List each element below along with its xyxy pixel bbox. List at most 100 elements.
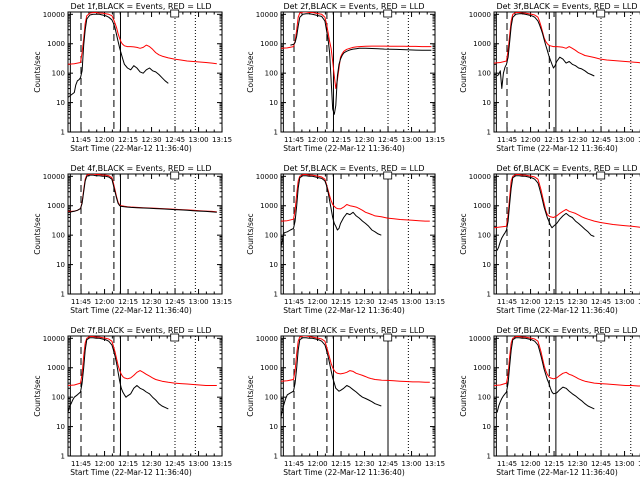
x-tick-label: 11:45: [497, 460, 517, 468]
x-tick-label: 12:00: [520, 460, 540, 468]
x-axis-label: Start Time (22-Mar-12 11:36:40): [283, 468, 405, 477]
y-axis-label: Counts/sec: [33, 375, 42, 416]
y-tick-label: 10000: [256, 11, 278, 19]
series-events-line: [496, 337, 595, 413]
x-tick-label: 11:45: [71, 136, 91, 144]
x-tick-label: 13:15: [638, 136, 640, 144]
x-tick-label: 12:45: [165, 298, 185, 306]
y-tick-label: 100: [265, 70, 278, 78]
y-tick-label: 10: [56, 423, 65, 431]
x-tick-label: 11:45: [284, 136, 304, 144]
x-tick-label: 13:15: [425, 460, 445, 468]
x-tick-label: 12:00: [520, 136, 540, 144]
plot-frame: [67, 335, 223, 457]
x-tick-label: 13:15: [425, 136, 445, 144]
y-tick-label: 100: [478, 394, 491, 402]
panel-det-9: Det 9f,BLACK = Events, RED = LLD 1 10 100 10…: [459, 326, 640, 477]
y-tick-label: 1: [487, 291, 491, 299]
series-lld-line: [68, 336, 217, 386]
y-tick-label: 10: [482, 423, 491, 431]
plot-frame: [280, 11, 436, 133]
y-tick-label: 1: [61, 453, 65, 461]
panel-title: Det 3f,BLACK = Events, RED = LLD: [496, 2, 637, 11]
series-events-line: [290, 13, 432, 115]
y-axis-label: Counts/sec: [459, 213, 468, 254]
panel-det-7: Det 7f,BLACK = Events, RED = LLD 1 10 100 10…: [33, 326, 232, 477]
x-tick-label: 12:00: [307, 298, 327, 306]
y-axis-label: Counts/sec: [246, 375, 255, 416]
x-tick-label: 12:15: [544, 298, 564, 306]
series-lld-line: [281, 174, 430, 222]
plot-frame: [67, 173, 223, 295]
y-tick-label: 1000: [260, 202, 278, 210]
y-axis-label: Counts/sec: [33, 213, 42, 254]
x-tick-label: 13:15: [638, 298, 640, 306]
y-tick-label: 1000: [260, 364, 278, 372]
x-tick-label: 11:45: [71, 460, 91, 468]
x-tick-label: 11:45: [497, 298, 517, 306]
x-tick-label: 12:15: [118, 136, 138, 144]
y-tick-label: 100: [478, 70, 491, 78]
y-axis-label: Counts/sec: [459, 375, 468, 416]
y-tick-label: 1000: [260, 40, 278, 48]
panel-det-8: Det 8f,BLACK = Events, RED = LLD 1 10 100 10…: [246, 326, 445, 477]
plot-frame: [280, 335, 436, 457]
x-tick-label: 12:45: [165, 136, 185, 144]
plot-frame: [493, 11, 640, 133]
x-tick-label: 13:15: [212, 460, 232, 468]
x-tick-label: 12:00: [94, 136, 114, 144]
y-tick-label: 10: [482, 261, 491, 269]
x-axis-label: Start Time (22-Mar-12 11:36:40): [496, 306, 618, 315]
x-axis-label: Start Time (22-Mar-12 11:36:40): [496, 144, 618, 153]
x-tick-label: 11:45: [284, 460, 304, 468]
x-tick-label: 13:00: [188, 298, 208, 306]
panel-title: Det 9f,BLACK = Events, RED = LLD: [496, 326, 637, 335]
x-tick-label: 13:15: [425, 298, 445, 306]
y-tick-label: 10000: [469, 173, 491, 181]
panel-det-1: Det 1f,BLACK = Events, RED = LLD 1 10 100 10…: [33, 2, 232, 153]
x-tick-label: 12:30: [141, 460, 161, 468]
range-marker-box: [596, 9, 606, 18]
x-tick-label: 12:30: [141, 136, 161, 144]
series-lld-line: [68, 12, 217, 65]
x-tick-label: 13:00: [401, 460, 421, 468]
series-events-line: [496, 175, 595, 251]
y-axis-label: Counts/sec: [246, 51, 255, 92]
x-axis-label: Start Time (22-Mar-12 11:36:40): [496, 468, 618, 477]
x-tick-label: 13:15: [638, 460, 640, 468]
range-marker-box: [170, 333, 180, 342]
y-tick-label: 100: [52, 394, 65, 402]
x-tick-label: 12:15: [331, 136, 351, 144]
y-tick-label: 1: [61, 291, 65, 299]
panel-title: Det 1f,BLACK = Events, RED = LLD: [70, 2, 211, 11]
x-axis-label: Start Time (22-Mar-12 11:36:40): [283, 144, 405, 153]
x-tick-label: 12:30: [354, 460, 374, 468]
series-lld-line: [68, 174, 217, 213]
range-marker-box: [383, 171, 393, 180]
y-axis-label: Counts/sec: [246, 213, 255, 254]
x-tick-label: 12:30: [567, 136, 587, 144]
y-tick-label: 100: [52, 70, 65, 78]
y-tick-label: 10000: [256, 173, 278, 181]
x-tick-label: 12:30: [567, 460, 587, 468]
x-tick-label: 11:45: [497, 136, 517, 144]
y-tick-label: 10000: [469, 335, 491, 343]
x-tick-label: 12:45: [165, 460, 185, 468]
y-tick-label: 1000: [473, 364, 491, 372]
series-events-line: [281, 337, 382, 418]
y-tick-label: 10000: [43, 173, 65, 181]
panel-title: Det 6f,BLACK = Events, RED = LLD: [496, 164, 637, 173]
plot-frame: [493, 173, 640, 295]
plot-frame: [280, 173, 436, 295]
y-tick-label: 1000: [473, 40, 491, 48]
x-tick-label: 13:00: [614, 136, 634, 144]
x-tick-label: 12:45: [378, 136, 398, 144]
y-tick-label: 1000: [47, 202, 65, 210]
y-tick-label: 100: [478, 232, 491, 240]
x-axis-label: Start Time (22-Mar-12 11:36:40): [283, 306, 405, 315]
x-axis-label: Start Time (22-Mar-12 11:36:40): [70, 468, 192, 477]
y-tick-label: 1: [274, 291, 278, 299]
series-lld-line: [281, 336, 430, 383]
x-tick-label: 12:45: [378, 298, 398, 306]
x-axis-label: Start Time (22-Mar-12 11:36:40): [70, 144, 192, 153]
